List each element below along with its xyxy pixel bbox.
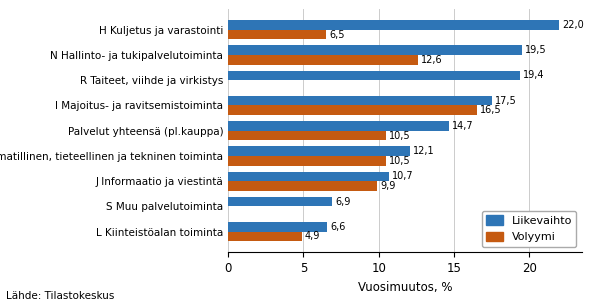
Text: 4,9: 4,9 xyxy=(305,231,320,241)
Bar xyxy=(228,55,418,64)
Bar xyxy=(228,105,476,115)
Bar xyxy=(228,45,522,55)
Bar xyxy=(228,30,326,39)
Text: 14,7: 14,7 xyxy=(452,121,474,131)
Text: 17,5: 17,5 xyxy=(494,96,517,106)
Bar xyxy=(228,197,332,206)
Text: 6,5: 6,5 xyxy=(329,29,344,40)
Text: 19,4: 19,4 xyxy=(523,71,545,81)
Text: 19,5: 19,5 xyxy=(525,45,547,55)
Bar xyxy=(228,171,389,181)
Bar xyxy=(228,222,328,232)
Text: 9,9: 9,9 xyxy=(380,181,395,191)
Text: 16,5: 16,5 xyxy=(479,105,501,115)
Bar xyxy=(228,232,302,241)
Bar xyxy=(228,20,559,30)
Text: 12,1: 12,1 xyxy=(413,146,435,156)
Text: Lähde: Tilastokeskus: Lähde: Tilastokeskus xyxy=(6,291,115,301)
Text: 12,6: 12,6 xyxy=(421,55,442,65)
Bar xyxy=(228,146,410,156)
Bar xyxy=(228,96,491,105)
Text: 10,7: 10,7 xyxy=(392,171,414,181)
Legend: Liikevaihto, Volyymi: Liikevaihto, Volyymi xyxy=(482,211,577,247)
Text: 10,5: 10,5 xyxy=(389,156,411,166)
X-axis label: Vuosimuutos, %: Vuosimuutos, % xyxy=(358,281,452,294)
Bar xyxy=(228,131,386,140)
Bar xyxy=(228,156,386,166)
Text: 6,6: 6,6 xyxy=(331,222,346,232)
Text: 10,5: 10,5 xyxy=(389,130,411,140)
Bar xyxy=(228,71,520,80)
Text: 22,0: 22,0 xyxy=(562,20,584,30)
Bar xyxy=(228,181,377,191)
Bar xyxy=(228,121,449,131)
Text: 6,9: 6,9 xyxy=(335,197,350,207)
